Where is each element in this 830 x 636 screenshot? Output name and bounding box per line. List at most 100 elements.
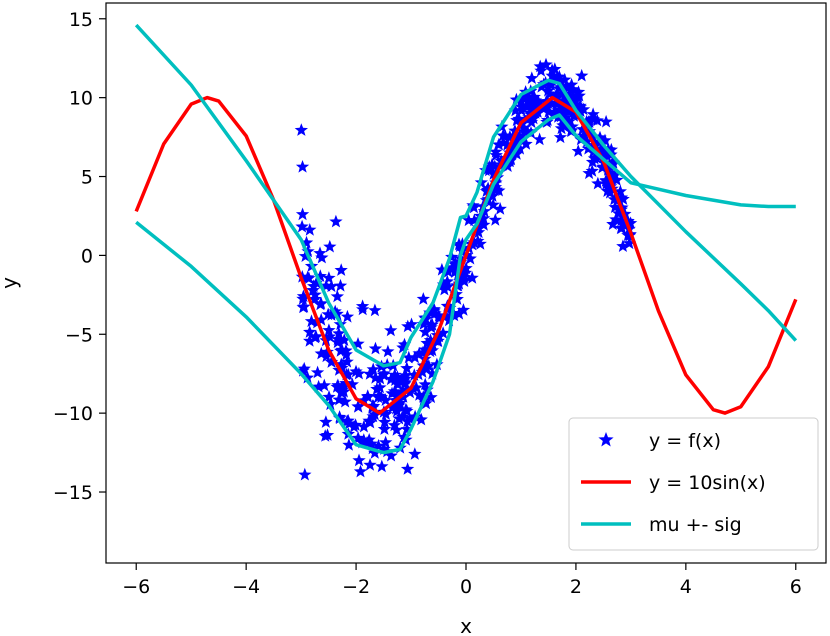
scatter-point	[558, 111, 572, 124]
scatter-point	[508, 134, 522, 148]
scatter-point	[418, 377, 432, 391]
scatter-point	[312, 379, 326, 393]
scatter-point	[441, 264, 455, 278]
scatter-point	[309, 276, 324, 289]
scatter-point	[456, 303, 471, 316]
scatter-point	[363, 367, 377, 380]
x-tick-label: 0	[460, 576, 472, 598]
scatter-point	[498, 129, 512, 142]
scatter-point	[391, 398, 406, 411]
scatter-point	[377, 442, 391, 455]
scatter-point	[551, 89, 565, 103]
scatter-point	[598, 133, 612, 147]
scatter-point	[357, 433, 371, 446]
scatter-point	[418, 325, 432, 338]
scatter-point	[524, 110, 538, 124]
scatter-point	[366, 362, 380, 376]
scatter-point	[488, 183, 502, 196]
scatter-point	[488, 213, 502, 226]
scatter-point	[547, 70, 561, 84]
scatter-point	[334, 263, 348, 276]
scatter-point	[607, 192, 621, 206]
scatter-point	[558, 118, 572, 131]
scatter-point	[388, 368, 402, 381]
scatter-point	[320, 345, 334, 358]
scatter-point	[332, 410, 347, 423]
scatter-point	[357, 393, 371, 407]
scatter-point	[294, 123, 308, 136]
scatter-point	[310, 365, 325, 379]
scatter-point	[388, 385, 402, 398]
scatter-point	[368, 407, 382, 421]
scatter-point	[375, 459, 389, 473]
scatter-point	[419, 361, 433, 374]
scatter-point	[539, 57, 553, 71]
scatter-point	[531, 95, 546, 108]
scatter-point	[613, 184, 627, 198]
scatter-point	[335, 343, 349, 356]
scatter-point	[590, 113, 604, 127]
scatter-point	[371, 438, 386, 452]
scatter-point	[462, 213, 476, 227]
scatter-point	[322, 329, 337, 343]
scatter-point	[561, 104, 575, 118]
scatter-point	[591, 176, 605, 190]
scatter-point	[459, 261, 473, 275]
scatter-point	[398, 371, 412, 385]
scatter-point	[345, 377, 359, 391]
scatter-point	[381, 344, 395, 358]
scatter-point	[477, 211, 491, 225]
scatter-point	[301, 244, 315, 258]
scatter-point	[508, 123, 522, 137]
scatter-point	[525, 71, 539, 84]
scatter-point	[593, 130, 607, 144]
scatter-point	[313, 269, 327, 282]
scatter-point	[436, 326, 450, 339]
scatter-point	[424, 320, 438, 334]
scatter-point	[295, 207, 310, 221]
scatter-point	[467, 213, 481, 227]
scatter-point	[373, 380, 387, 394]
scatter-point	[296, 289, 311, 303]
y-axis-ticks: −15 −10 −5 0 5 10 15	[53, 9, 106, 504]
scatter-point	[395, 374, 409, 387]
scatter-point	[391, 377, 405, 391]
scatter-point	[465, 237, 479, 251]
scatter-point	[403, 385, 417, 399]
scatter-point	[379, 393, 393, 406]
scatter-point	[517, 125, 531, 138]
scatter-point	[399, 402, 413, 416]
legend-box	[568, 417, 819, 551]
scatter-point	[351, 431, 365, 444]
scatter-point	[471, 234, 485, 247]
scatter-point	[512, 129, 527, 143]
legend-marker	[598, 432, 614, 447]
scatter-point	[576, 102, 591, 116]
scatter-point	[514, 103, 529, 117]
scatter-point	[315, 250, 329, 264]
scatter-point	[377, 422, 392, 435]
scatter-point	[303, 334, 317, 347]
scatter-point	[378, 415, 392, 428]
x-tick-label: 6	[790, 576, 802, 598]
scatter-point	[547, 105, 561, 119]
scatter-point	[295, 219, 309, 233]
scatter-point	[424, 390, 438, 404]
scatter-point	[308, 292, 322, 305]
scatter-point	[319, 349, 334, 363]
scatter-point	[400, 422, 414, 436]
scatter-point	[341, 413, 355, 427]
scatter-point	[463, 251, 477, 265]
y-tick-label: −5	[65, 324, 93, 346]
scatter-point	[586, 112, 600, 126]
scatter-point	[600, 149, 614, 162]
y-axis-label: y	[0, 277, 21, 289]
x-tick-label: −4	[232, 576, 260, 598]
scatter-point	[368, 446, 382, 459]
scatter-point	[575, 122, 590, 136]
scatter-point	[295, 160, 310, 173]
scatter-point	[485, 189, 500, 202]
scatter-point	[533, 132, 547, 146]
scatter-point	[314, 312, 328, 326]
